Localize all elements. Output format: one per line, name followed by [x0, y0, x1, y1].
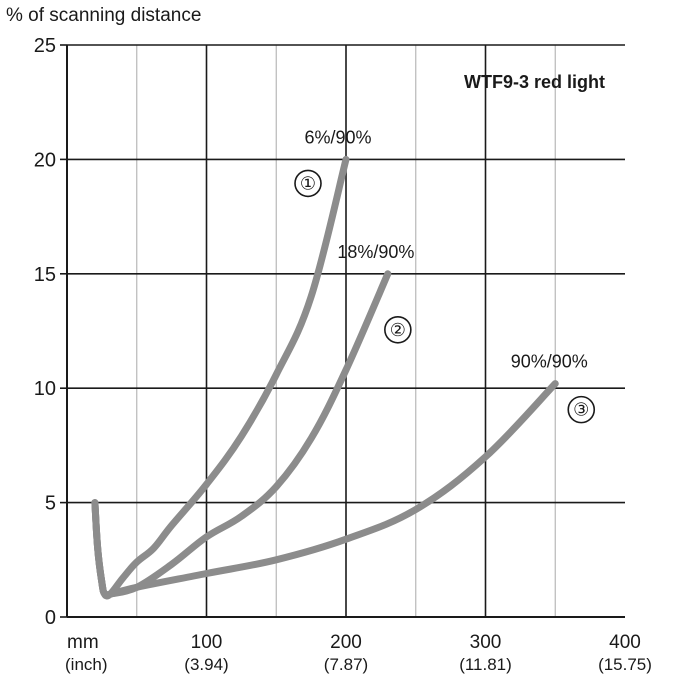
series-marker-2: ② — [390, 320, 406, 340]
series-label-3: 90%/90% — [511, 352, 588, 372]
series-line-3 — [91, 380, 559, 599]
y-tick-label: 15 — [34, 264, 56, 286]
x-axis-unit-sub-label: (inch) — [65, 655, 108, 674]
axis-ticks: 0 5 10 15 20 25 100 (3.94) 200 (7.87) 300 (11.81) 40… — [34, 35, 652, 674]
series-marker-circle-3 — [567, 395, 596, 424]
series-marker-circle-2 — [384, 315, 412, 344]
x-tick-sub-label: (15.75) — [598, 655, 652, 674]
y-tick-label: 5 — [45, 493, 56, 515]
curves: 6%/90% ① 18%/90% ② 90%/90% ③ — [91, 127, 596, 600]
x-tick-label: 200 — [330, 632, 362, 653]
x-axis-unit-label: mm — [67, 632, 99, 653]
y-tick-label: 25 — [34, 35, 56, 57]
series-marker-3: ③ — [573, 400, 589, 420]
x-tick-sub-label: (3.94) — [184, 655, 228, 674]
plot-frame — [66, 44, 625, 618]
grid — [67, 45, 625, 617]
y-tick-label: 0 — [45, 607, 56, 629]
x-tick-label: 100 — [191, 632, 223, 653]
x-tick-label: 300 — [470, 632, 502, 653]
y-axis-label: % of scanning distance — [6, 5, 201, 26]
x-tick-label: 400 — [609, 632, 641, 653]
series-label-1: 6%/90% — [304, 127, 371, 147]
x-tick-sub-label: (7.87) — [324, 655, 368, 674]
chart-title: WTF9-3 red light — [464, 72, 605, 92]
series-label-2: 18%/90% — [337, 242, 414, 262]
series-marker-circle-1 — [294, 169, 322, 198]
x-tick-sub-label: (11.81) — [459, 655, 512, 674]
y-tick-label: 10 — [34, 378, 56, 400]
series-marker-1: ① — [300, 173, 316, 193]
y-tick-label: 20 — [34, 149, 56, 171]
